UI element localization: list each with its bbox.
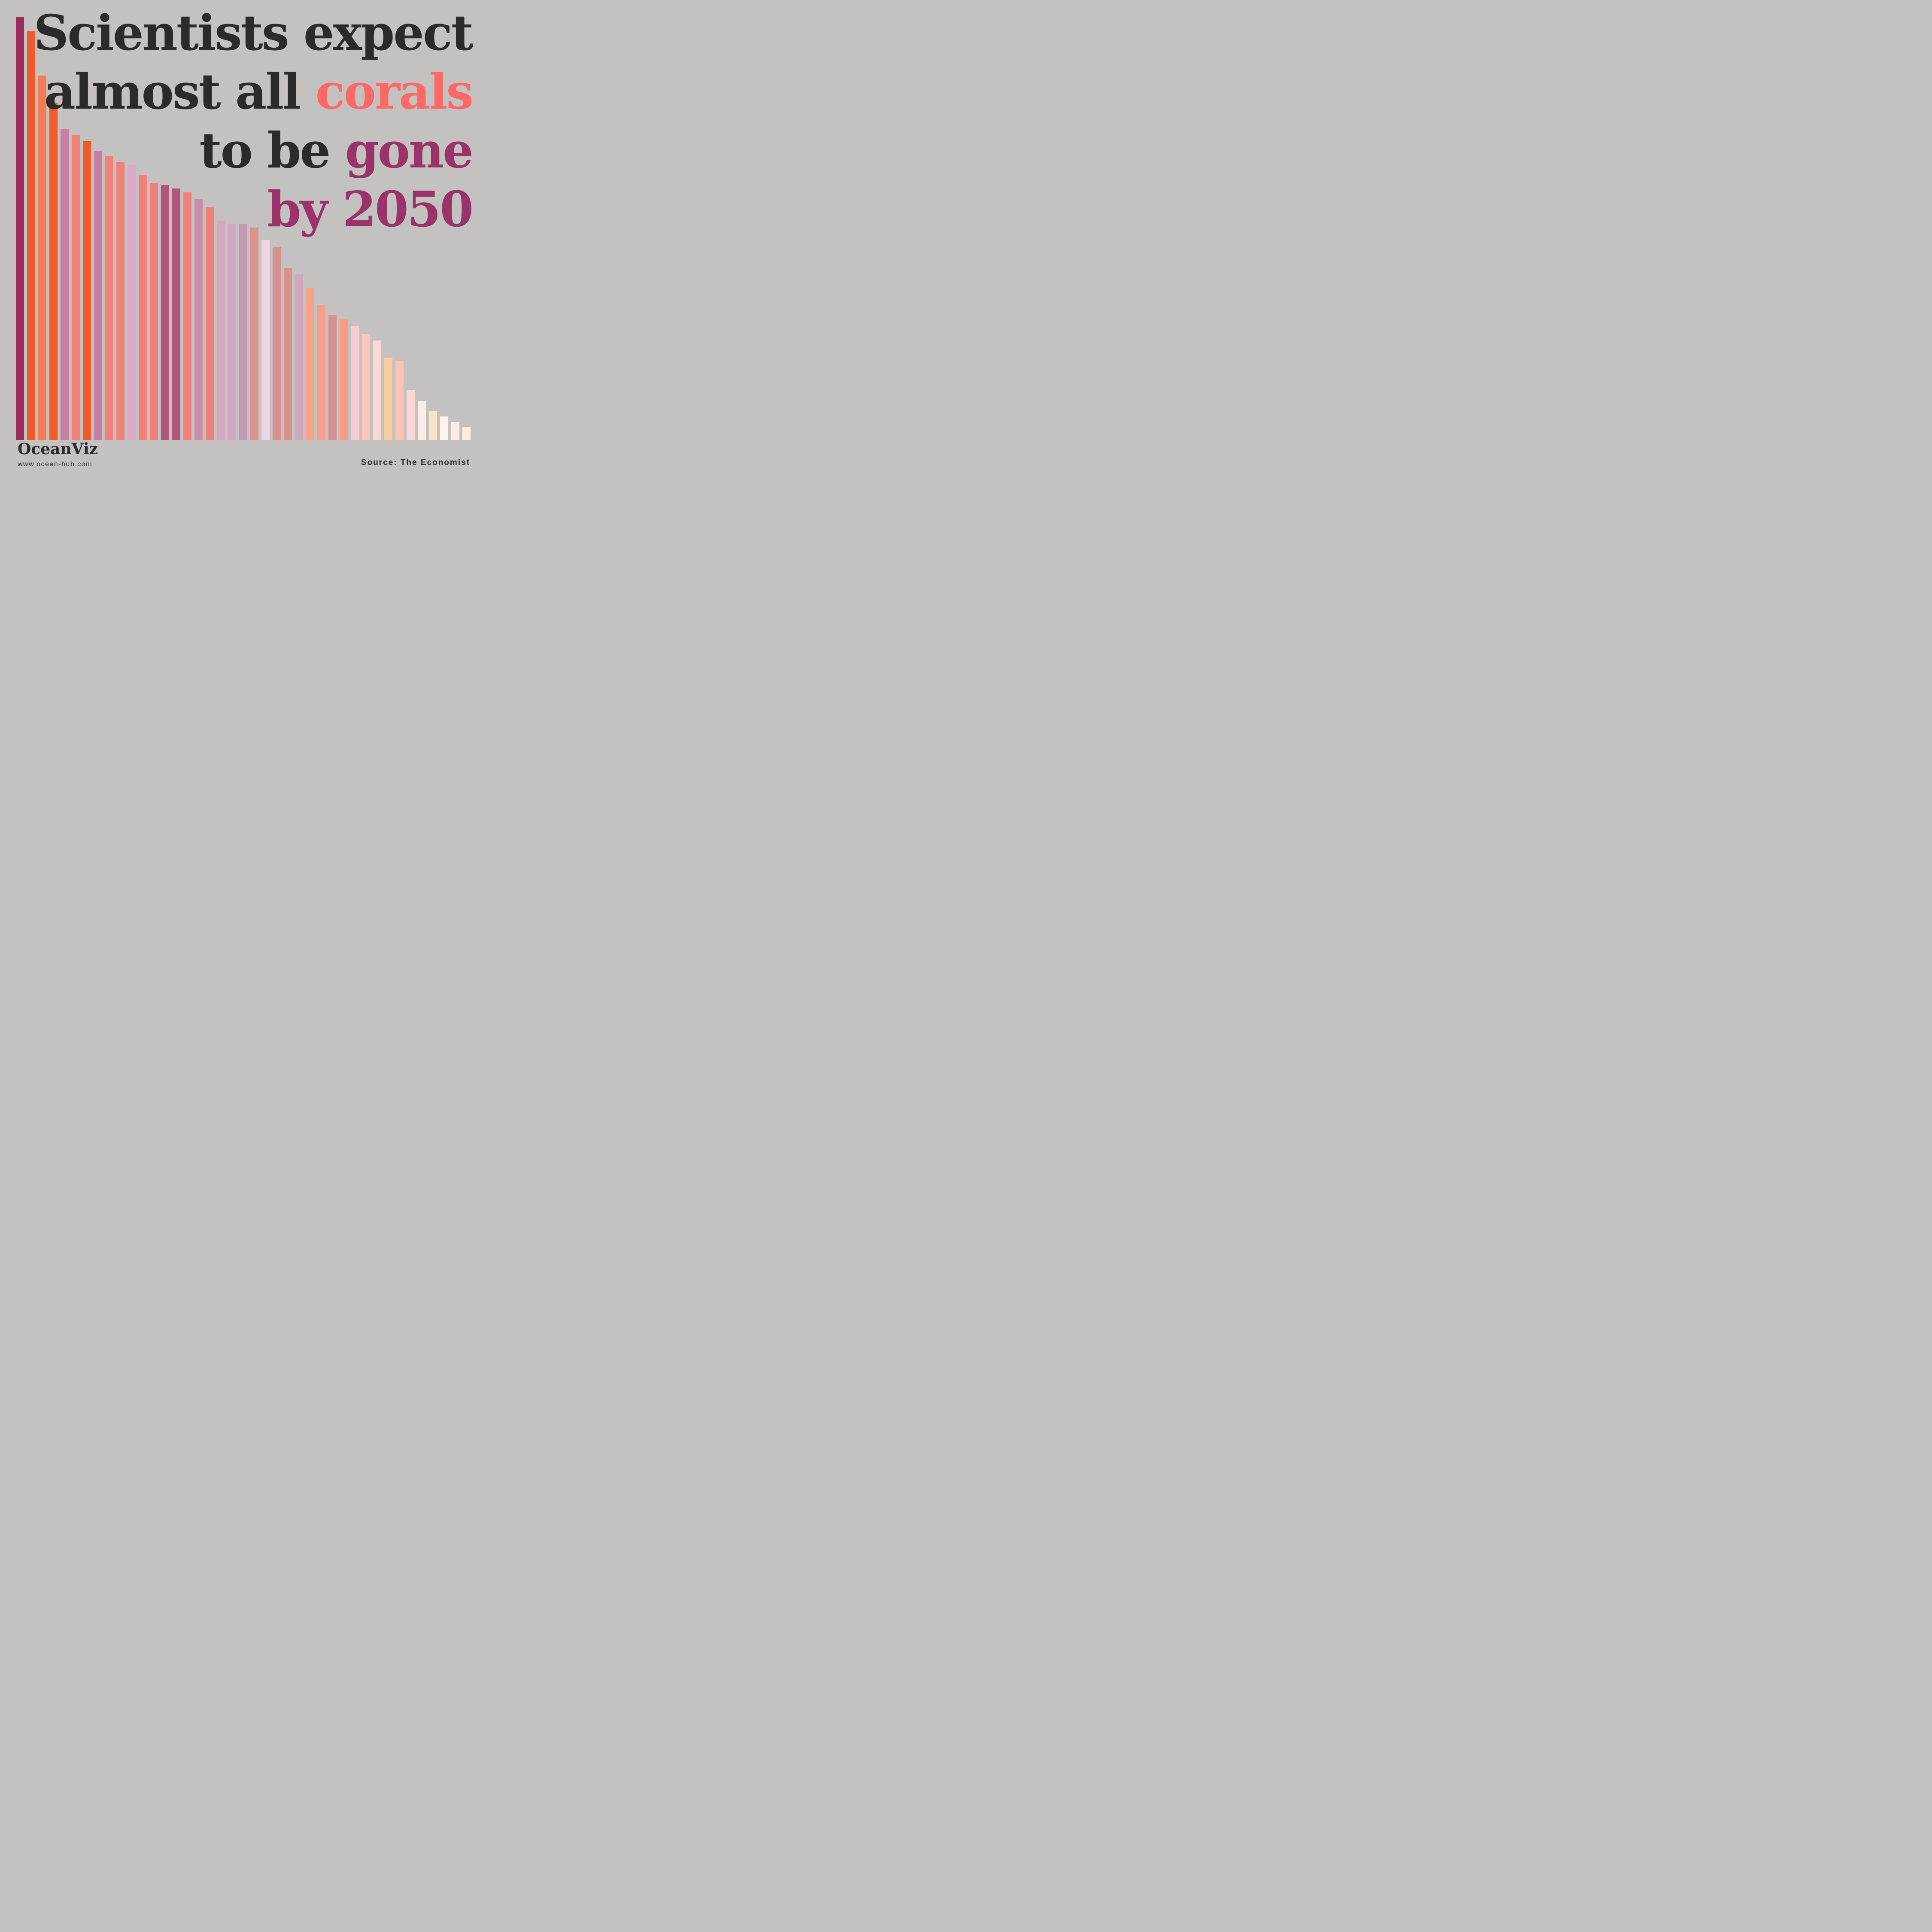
headline-line-1: Scientists expect	[33, 3, 474, 62]
bar-10	[116, 162, 125, 440]
bar-16	[183, 192, 191, 440]
bar-34	[384, 357, 392, 440]
bar-3	[38, 76, 46, 440]
bar-15	[172, 188, 180, 440]
headline-text-2: almost all	[44, 63, 316, 120]
bar-9	[105, 156, 113, 440]
bar-4	[49, 103, 58, 440]
bar-37	[418, 401, 426, 440]
source-credit: Source: The Economist	[361, 458, 470, 467]
bar-38	[429, 411, 437, 440]
brand-logo: OceanViz	[18, 440, 98, 458]
bar-40	[451, 422, 459, 440]
bar-31	[351, 326, 359, 440]
headline-highlight-gone: gone	[345, 122, 474, 179]
bar-24	[273, 247, 281, 440]
bar-26	[295, 273, 303, 440]
bar-12	[139, 175, 147, 440]
bar-41	[462, 427, 471, 440]
bar-32	[362, 334, 370, 440]
bar-8	[94, 150, 102, 440]
headline-text-1: Scientists expect	[33, 4, 474, 61]
bar-29	[328, 315, 337, 440]
bar-36	[407, 390, 415, 440]
bar-35	[395, 360, 404, 440]
bar-21	[239, 224, 247, 440]
bar-23	[261, 240, 270, 440]
bar-1	[16, 17, 24, 440]
headline: Scientists expect almost all corals to b…	[33, 3, 474, 239]
bar-22	[250, 228, 258, 440]
bar-33	[373, 340, 381, 440]
headline-line-4: by 2050	[34, 180, 474, 239]
headline-line-3: to be gone	[34, 121, 474, 180]
bar-30	[340, 319, 348, 440]
bar-5	[61, 129, 69, 440]
infographic-poster: Scientists expect almost all corals to b…	[0, 0, 483, 483]
bar-6	[72, 135, 80, 440]
bar-13	[150, 182, 158, 440]
headline-highlight-corals: corals	[315, 63, 474, 120]
bar-28	[317, 305, 325, 440]
bar-19	[217, 221, 225, 440]
bar-17	[194, 199, 203, 440]
headline-highlight-2050: by 2050	[267, 181, 474, 238]
bar-20	[228, 224, 236, 440]
bar-18	[206, 207, 214, 440]
headline-line-2: almost all corals	[34, 62, 474, 121]
bar-14	[161, 185, 169, 440]
bar-11	[128, 165, 136, 440]
website-url: www.ocean-hub.com	[18, 461, 93, 468]
bar-25	[284, 267, 292, 440]
bar-27	[306, 288, 314, 440]
headline-text-3: to be	[199, 122, 345, 179]
bar-7	[83, 140, 91, 440]
bar-39	[440, 416, 448, 440]
coral-bar-chart	[16, 17, 471, 440]
bar-2	[27, 31, 35, 440]
